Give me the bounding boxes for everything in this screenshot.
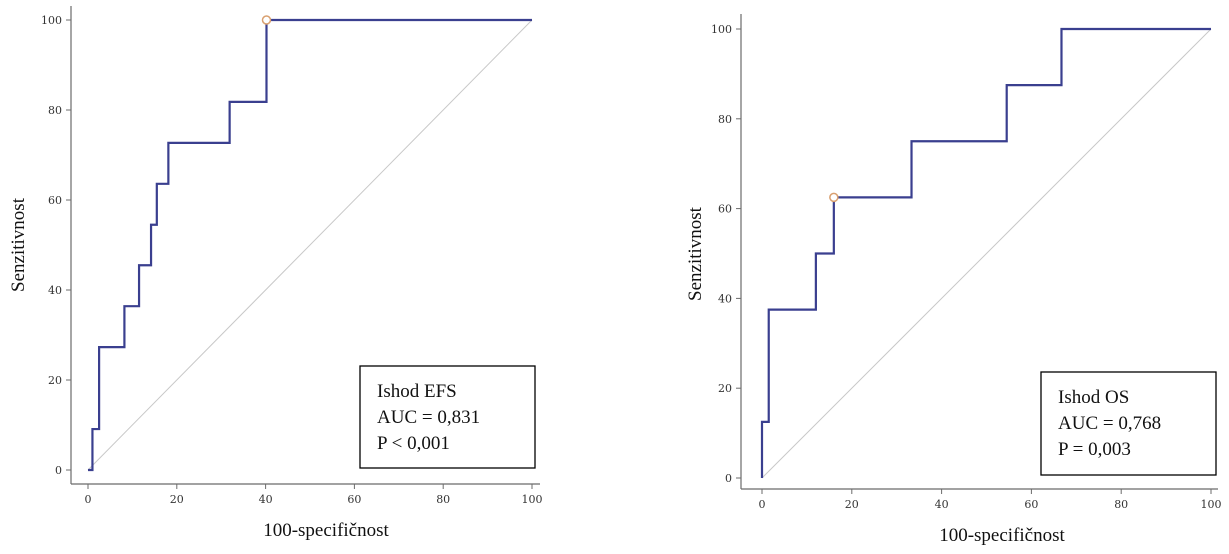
x-axis-label: 100-specifičnost [263,520,389,541]
x-tick-label: 60 [1024,498,1038,511]
x-axis-label: 100-specifičnost [939,525,1065,546]
stats-box-line: Ishod OS [1058,387,1129,408]
y-tick-label: 40 [718,292,732,305]
stats-box-line: AUC = 0,831 [377,407,480,428]
y-tick-label: 80 [718,113,732,126]
x-tick-label: 0 [759,498,766,511]
reference-line [87,19,533,471]
chart-panel-1: 0 20 40 60 80 100 0 20 40 60 80 100 100-specifičnost… [8,6,543,541]
stats-box-line: Ishod EFS [377,381,457,402]
x-tick-label: 60 [347,493,361,506]
y-tick-label: 20 [48,374,62,387]
x-tick-label: 100 [1201,498,1222,511]
x-tick-label: 40 [935,498,949,511]
stats-box-line: AUC = 0,768 [1058,413,1161,434]
stats-box-line: P < 0,001 [377,433,450,454]
x-tick-label: 40 [259,493,273,506]
roc-curve [88,18,532,472]
y-tick-label: 60 [718,203,732,216]
y-tick-label: 100 [711,23,732,36]
optimal-cutoff-point [829,192,839,203]
y-axis-label: Senzitivnost [685,206,706,301]
chart-panel-2: 0 20 40 60 80 100 0 20 40 60 80 100 100-specifičnost… [685,14,1222,546]
y-tick-label: 0 [55,464,62,477]
reference-line [761,28,1212,479]
y-tick-label: 60 [48,194,62,207]
stats-box [359,365,536,469]
x-tick-label: 80 [1114,498,1128,511]
x-tick-label: 100 [522,493,543,506]
y-tick-label: 100 [41,14,62,27]
x-tick-label: 0 [85,493,92,506]
y-tick-label: 0 [725,472,732,485]
optimal-cutoff-point [261,15,272,25]
y-axis-label: Senzitivnost [8,197,29,292]
x-tick-label: 20 [845,498,859,511]
stats-box [1040,371,1217,476]
stats-box-line: P = 0,003 [1058,439,1131,460]
x-tick-label: 20 [170,493,184,506]
x-tick-label: 80 [436,493,450,506]
y-tick-label: 20 [718,382,732,395]
y-tick-label: 80 [48,104,62,117]
y-tick-label: 40 [48,284,62,297]
